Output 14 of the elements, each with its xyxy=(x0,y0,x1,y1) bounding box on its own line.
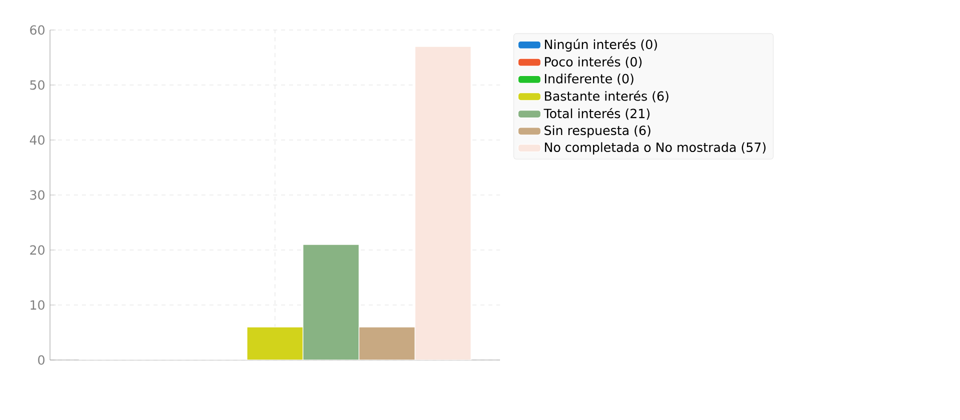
y-tick-label: 10 xyxy=(30,300,44,310)
legend-label: Sin respuesta (6) xyxy=(544,125,650,138)
legend-label: Bastante interés (6) xyxy=(544,90,668,102)
y-tick-label: 50 xyxy=(30,80,44,90)
legend-label: Indiferente (0) xyxy=(544,74,634,85)
legend-label: Total interés (21) xyxy=(544,108,650,120)
legend-label: No completada o No mostrada (57) xyxy=(544,142,766,154)
y-tick-label: 60 xyxy=(30,25,44,35)
y-tick-label: 20 xyxy=(30,245,44,255)
y-tick-label: 0 xyxy=(38,355,44,365)
legend-label: Ningún interés (0) xyxy=(544,38,657,52)
y-tick-label: 30 xyxy=(30,190,44,200)
y-tick-label: 40 xyxy=(30,135,44,145)
legend-label: Poco interés (0) xyxy=(544,56,642,68)
